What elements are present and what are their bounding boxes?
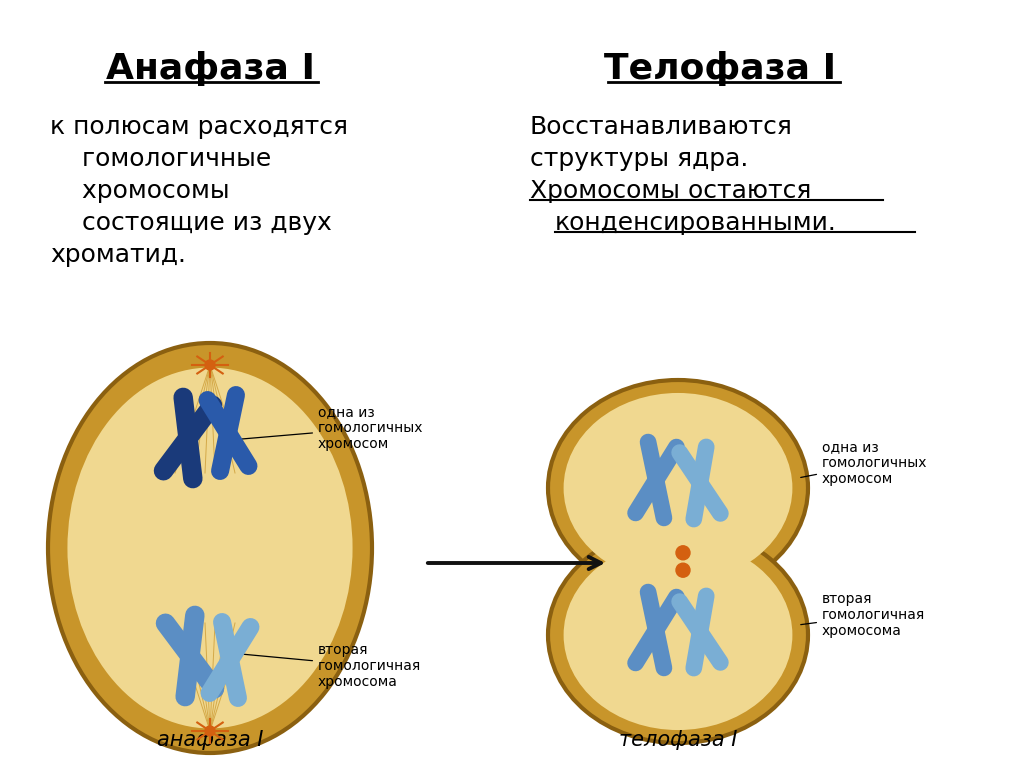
Circle shape [220, 425, 236, 441]
Ellipse shape [68, 368, 352, 728]
Circle shape [649, 623, 664, 637]
Text: хромосомы: хромосомы [50, 179, 229, 203]
Text: телофаза I: телофаза I [618, 730, 737, 750]
Ellipse shape [48, 343, 372, 753]
Text: одна из
гомологичных
хромосом: одна из гомологичных хромосом [232, 405, 424, 452]
Ellipse shape [563, 393, 793, 583]
Text: структуры ядра.: структуры ядра. [530, 147, 749, 171]
Text: гомологичные: гомологичные [50, 147, 271, 171]
Text: вторая
гомологичная
хромосома: вторая гомологичная хромосома [801, 592, 926, 638]
Text: состоящие из двух: состоящие из двух [50, 211, 332, 235]
Text: к полюсам расходятся: к полюсам расходятся [50, 115, 348, 139]
Text: одна из
гомологичных
хромосом: одна из гомологичных хромосом [801, 440, 928, 486]
Ellipse shape [548, 527, 808, 743]
Circle shape [179, 429, 197, 446]
Text: Анафаза I: Анафаза I [105, 51, 314, 85]
Circle shape [649, 473, 664, 487]
Text: Хромосомы остаются: Хромосомы остаются [530, 179, 811, 203]
Circle shape [222, 652, 238, 668]
Text: хроматид.: хроматид. [50, 243, 186, 267]
Circle shape [676, 546, 690, 560]
Circle shape [205, 360, 215, 370]
Ellipse shape [548, 380, 808, 596]
Ellipse shape [563, 540, 793, 730]
Text: анафаза I: анафаза I [157, 730, 263, 750]
Text: вторая
гомологичная
хромосома: вторая гомологичная хромосома [232, 643, 421, 689]
Text: конденсированными.: конденсированными. [555, 211, 837, 235]
Text: Восстанавливаются: Восстанавливаются [530, 115, 793, 139]
Circle shape [676, 563, 690, 578]
Circle shape [693, 625, 708, 639]
Text: Телофаза I: Телофаза I [604, 51, 836, 85]
Circle shape [181, 647, 199, 664]
Circle shape [693, 476, 708, 490]
Circle shape [205, 726, 215, 736]
